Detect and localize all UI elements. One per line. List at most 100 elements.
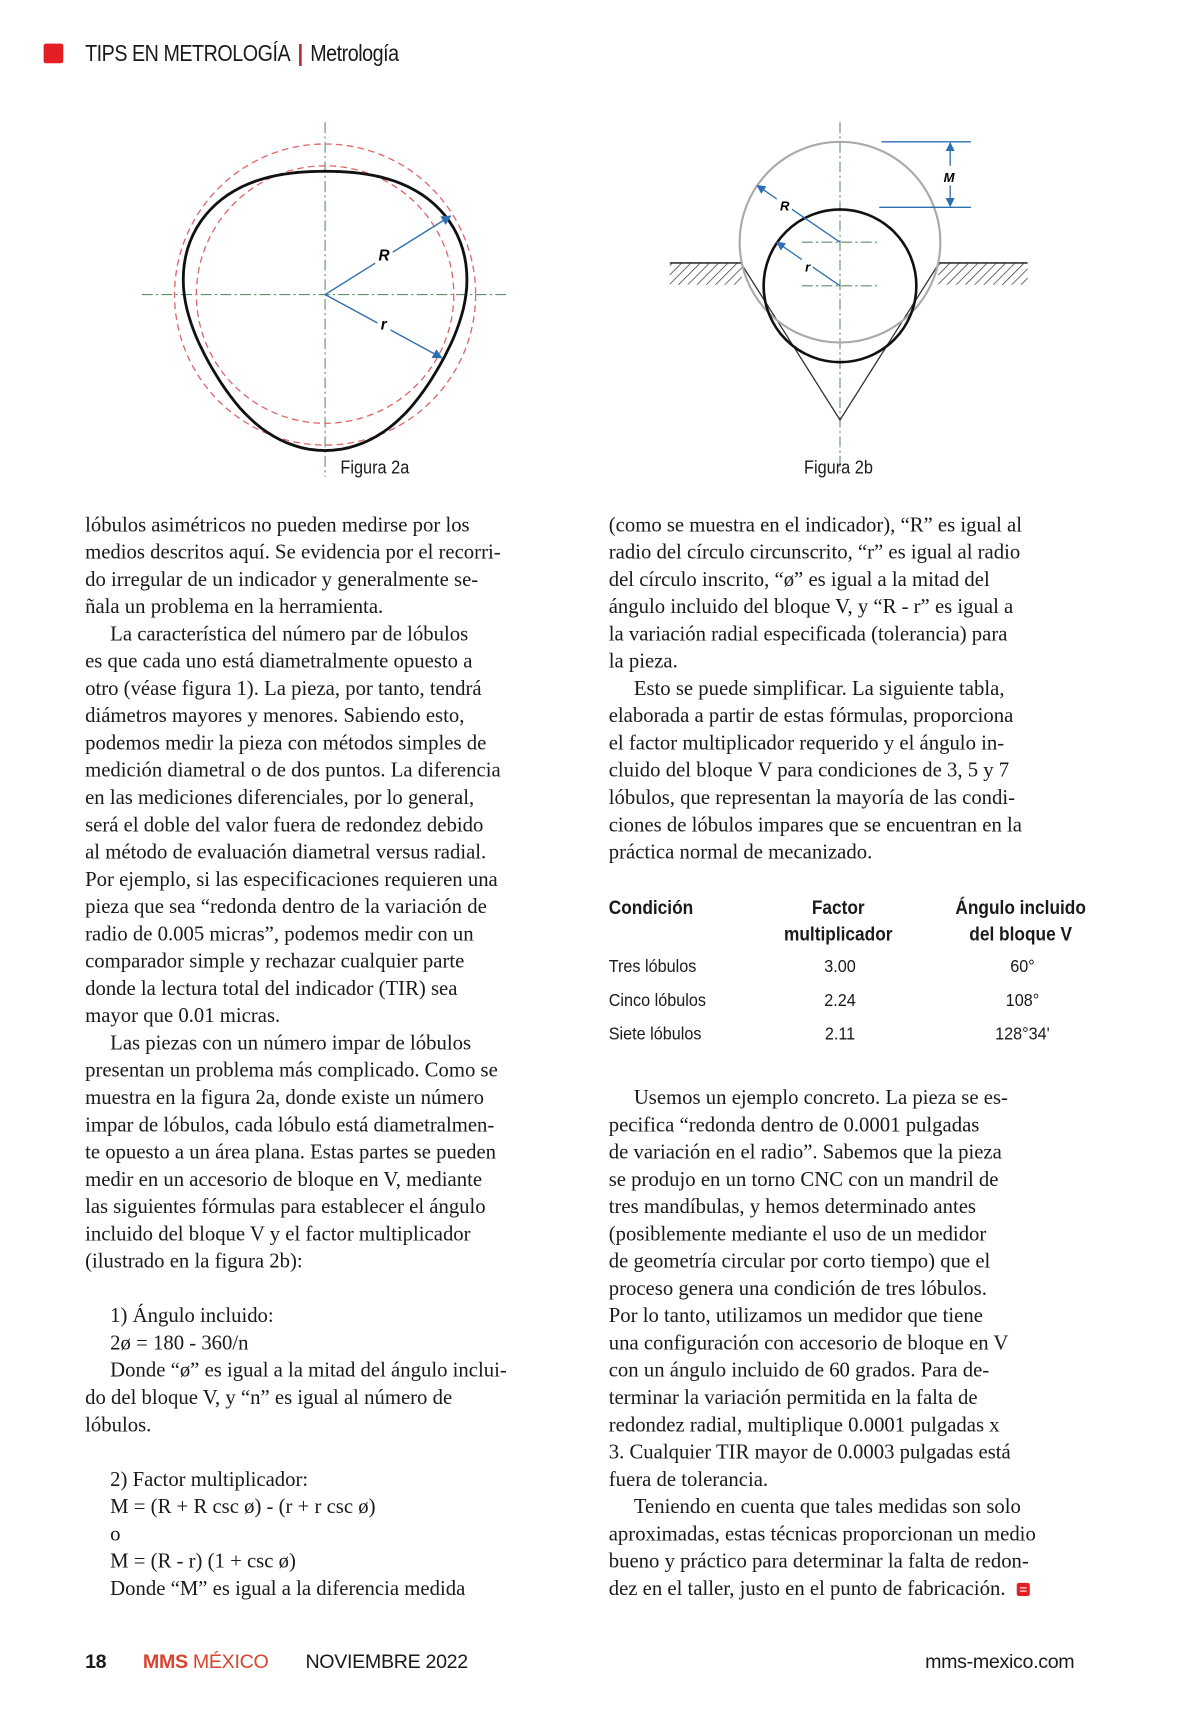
brand-light: MÉXICO bbox=[192, 1650, 269, 1673]
text-line bbox=[85, 1439, 507, 1466]
three-lobed-profile bbox=[181, 169, 469, 452]
table-cell: 128°34' bbox=[995, 1024, 1050, 1044]
right-surface-hatch bbox=[938, 262, 1028, 285]
circumscribed-circle bbox=[173, 143, 477, 446]
text-line: Por ejemplo, si las especificaciones req… bbox=[85, 868, 498, 892]
figure-2a-caption: Figura 2a bbox=[340, 457, 410, 478]
table-cell: 3.00 bbox=[824, 956, 856, 977]
article-end-icon bbox=[1016, 1582, 1030, 1596]
text-line: te opuesto a un área plana. Estas partes… bbox=[85, 1141, 497, 1164]
brand-logo: MMS MÉXICO bbox=[142, 1650, 269, 1674]
inscribed-circle bbox=[195, 165, 455, 424]
text-line: cluido del bloque V para condiciones de … bbox=[608, 759, 1010, 783]
text-line-wrap: dez en el taller, justo en el punto de f… bbox=[609, 1575, 1036, 1602]
text-line: será el doble del valor fuera de redonde… bbox=[85, 813, 484, 837]
table-header-angle: Ángulo incluido del bloque V bbox=[955, 896, 1086, 945]
text-line: radio de 0.005 micras”, podemos medir co… bbox=[85, 922, 474, 946]
text-line: se produjo en un torno CNC con un mandri… bbox=[608, 1168, 999, 1192]
label-R: R bbox=[379, 248, 390, 265]
website-link[interactable]: mms-mexico.com bbox=[925, 1650, 1075, 1673]
text-line: fuera de tolerancia. bbox=[608, 1468, 769, 1492]
lobes-table: Condición Factor multiplicador Ángulo in… bbox=[609, 895, 1089, 1059]
text-line: práctica normal de mecanizado. bbox=[608, 841, 873, 864]
text-line: comparador simple y rechazar cualquier p… bbox=[85, 950, 465, 974]
inscribed-circle bbox=[762, 208, 918, 364]
label-R: R bbox=[780, 199, 790, 214]
text-line: con un ángulo incluido de 60 grados. Par… bbox=[608, 1359, 990, 1383]
text-line: 2) Factor multiplicador: bbox=[110, 1468, 309, 1492]
text-line: es que cada uno está diametralmente opue… bbox=[85, 650, 473, 674]
table-cell: Tres lóbulos bbox=[608, 956, 697, 977]
label-r: r bbox=[805, 260, 811, 275]
table-header-factor: Factor multiplicador bbox=[783, 896, 893, 945]
text-line: al método de evaluación diametral versus… bbox=[85, 841, 487, 864]
text-line: del círculo inscrito, “ø” es igual a la … bbox=[608, 568, 990, 592]
text-line: Teniendo en cuenta que tales medidas son… bbox=[633, 1495, 1021, 1519]
text-line: Donde “M” es igual a la diferencia medid… bbox=[110, 1577, 466, 1601]
left-text-column: lóbulos asimétricos no pueden medirse po… bbox=[85, 512, 507, 1603]
text-line: Por lo tanto, utilizamos un medidor que … bbox=[608, 1304, 983, 1328]
v-block bbox=[740, 262, 940, 422]
figures: R r M R r bbox=[141, 122, 1028, 477]
text-line: Esto se puede simplificar. La siguiente … bbox=[633, 677, 1005, 701]
text-line: impar de lóbulos, cada lóbulo está diame… bbox=[85, 1113, 495, 1137]
figure-2b-caption: Figura 2b bbox=[803, 457, 873, 478]
text-line: de variación en el radio”. Sabemos que l… bbox=[608, 1141, 1002, 1164]
text-line: 3. Cualquier TIR mayor de 0.0003 pulgada… bbox=[608, 1441, 1011, 1464]
text-line: diámetros mayores y menores. Sabiendo es… bbox=[85, 704, 465, 728]
text-line: 1) Ángulo incluido: bbox=[110, 1304, 274, 1328]
text-line: pecifica “redonda dentro de 0.0001 pulga… bbox=[608, 1113, 980, 1137]
text-line: Usemos un ejemplo concreto. La pieza se … bbox=[633, 1086, 1008, 1110]
text-line: do irregular de un indicador y generalme… bbox=[85, 568, 479, 592]
text-line: o bbox=[110, 1522, 121, 1546]
circumscribed-circle bbox=[738, 140, 942, 344]
text-line: M = (R - r) (1 + csc ø) bbox=[110, 1550, 296, 1574]
left-surface-hatch bbox=[669, 262, 742, 285]
text-line: ñala un problema en la herramienta. bbox=[85, 595, 384, 619]
text-line: muestra en la figura 2a, donde existe un… bbox=[85, 1086, 484, 1110]
table-cell: 2.24 bbox=[824, 990, 856, 1011]
text-line: (ilustrado en la figura 2b): bbox=[85, 1250, 303, 1274]
text-line: lóbulos. bbox=[85, 1413, 152, 1437]
text-line: terminar la variación permitida en la fa… bbox=[608, 1386, 978, 1410]
text-line: medios descritos aquí. Se evidencia por … bbox=[85, 541, 501, 564]
text-line: las siguientes fórmulas para establecer … bbox=[85, 1195, 486, 1219]
text-line: ángulo incluido del bloque V, y “R - r” … bbox=[608, 595, 1014, 619]
radius-R-arrow bbox=[756, 184, 841, 243]
text-line: medición diametral o de dos puntos. La d… bbox=[85, 759, 501, 783]
text-line: otro (véase figura 1). La pieza, por tan… bbox=[85, 677, 482, 701]
text-line: redondez radial, multiplique 0.0001 pulg… bbox=[608, 1413, 1000, 1437]
text-line: pieza que sea “redonda dentro de la vari… bbox=[85, 895, 487, 919]
text-line: el factor multiplicador requerido y el á… bbox=[608, 731, 1005, 755]
category-title: Metrología bbox=[310, 41, 399, 67]
text-line: M = (R + R csc ø) - (r + r csc ø) bbox=[110, 1495, 376, 1519]
text-line: bueno y práctico para determinar la falt… bbox=[608, 1550, 1029, 1574]
text-line: tres mandíbulas, y hemos determinado ant… bbox=[608, 1195, 976, 1219]
text-line: presentan un problema más complicado. Co… bbox=[85, 1059, 498, 1083]
text-line: 2ø = 180 - 360/n bbox=[110, 1331, 249, 1355]
text-line: Donde “ø” es igual a la mitad del ángulo… bbox=[110, 1359, 507, 1383]
section-title: TIPS EN METROLOGÍA bbox=[85, 41, 291, 67]
text-line: donde la lectura total del indicador (TI… bbox=[85, 977, 458, 1001]
text-line: (posiblemente mediante el uso de un medi… bbox=[608, 1222, 987, 1246]
page-number: 18 bbox=[85, 1650, 107, 1673]
text-line: La característica del número par de lóbu… bbox=[110, 622, 469, 646]
table-cell: 2.11 bbox=[824, 1024, 856, 1044]
header-separator: | bbox=[297, 41, 304, 67]
text-line: dez en el taller, justo en el punto de f… bbox=[608, 1577, 1006, 1601]
text-line: la variación radial especificada (tolera… bbox=[608, 622, 1008, 646]
table-cell: Cinco lóbulos bbox=[608, 990, 706, 1011]
page-header: TIPS EN METROLOGÍA | Metrología bbox=[85, 41, 399, 67]
brand-bold: MMS bbox=[142, 1650, 188, 1673]
table-cell: 108° bbox=[1005, 990, 1040, 1011]
right-text-column-top: (como se muestra en el indicador), “R” e… bbox=[609, 512, 1022, 867]
text-line: mayor que 0.01 micras. bbox=[85, 1004, 281, 1028]
text-line: elaborada a partir de estas fórmulas, pr… bbox=[608, 704, 1014, 728]
text-line: una configuración con accesorio de bloqu… bbox=[608, 1331, 1009, 1355]
text-line: do del bloque V, y “n” es igual al númer… bbox=[85, 1386, 453, 1410]
text-line: Las piezas con un número impar de lóbulo… bbox=[110, 1031, 472, 1055]
text-line: radio del círculo circunscrito, “r” es i… bbox=[608, 541, 1021, 564]
text-line: ciones de lóbulos impares que se encuent… bbox=[608, 813, 1022, 837]
right-text-column-bottom: Usemos un ejemplo concreto. La pieza se … bbox=[609, 1084, 1036, 1602]
